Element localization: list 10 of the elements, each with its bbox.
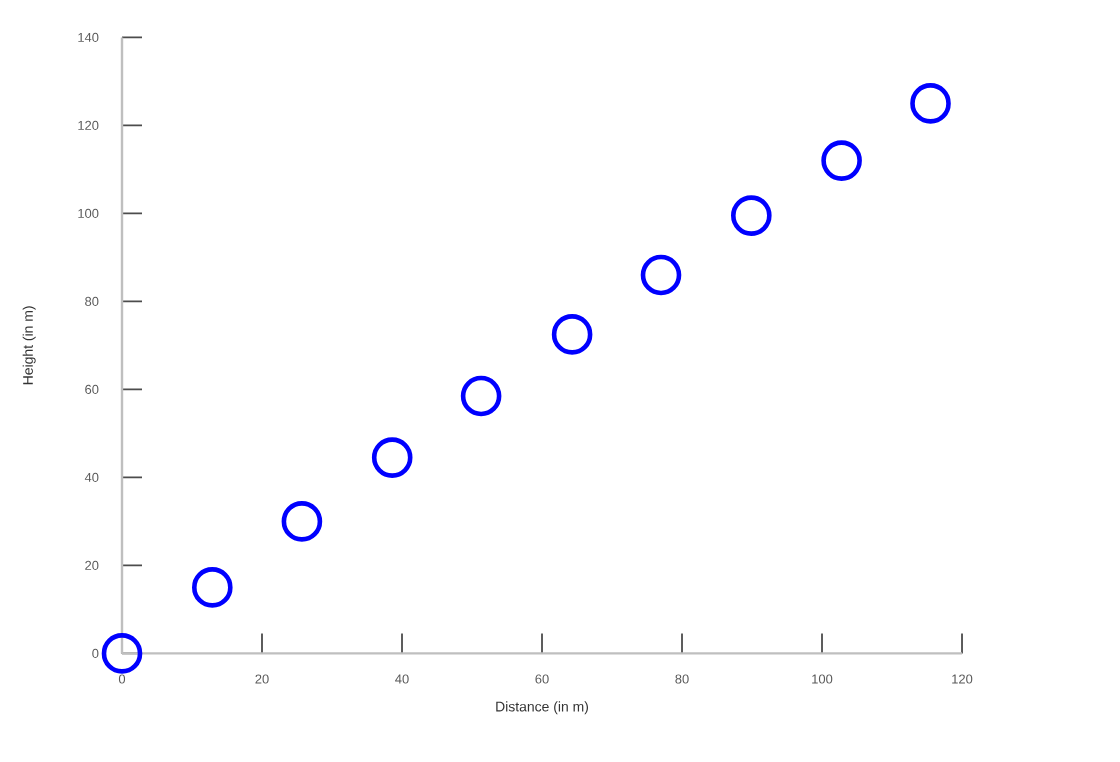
point bbox=[551, 314, 593, 355]
point bbox=[910, 83, 951, 124]
point bbox=[281, 501, 323, 542]
point bbox=[460, 375, 502, 417]
point bbox=[640, 254, 682, 296]
point bbox=[821, 140, 862, 181]
point bbox=[192, 567, 233, 608]
point bbox=[731, 195, 772, 236]
point bbox=[101, 633, 143, 674]
point bbox=[371, 437, 413, 478]
